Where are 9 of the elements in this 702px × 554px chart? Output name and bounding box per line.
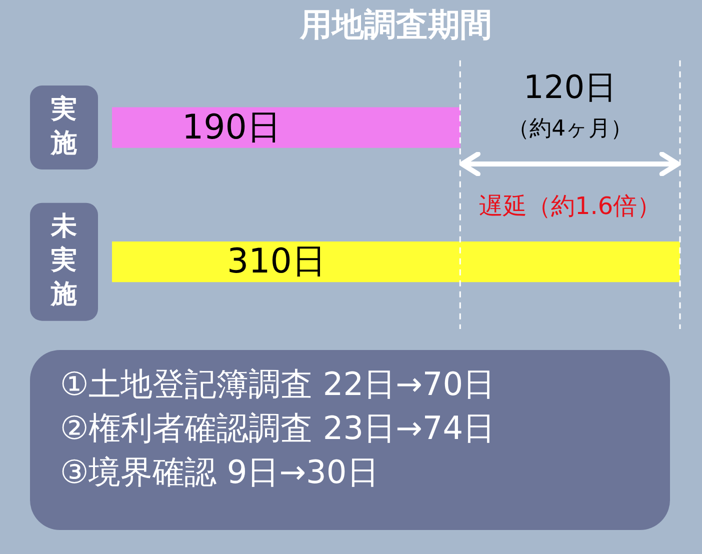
annotation: 遅延（約1.6倍） — [478, 192, 662, 220]
data-label: 190日 — [182, 107, 281, 148]
speech-bubble: ①土地登記簿調査 22日→70日 ②権利者確認調査 23日→74日 ③境界確認 9日→30日 — [30, 350, 670, 530]
y-tick-label: 未実施 — [50, 212, 77, 310]
chart-title: 用地調査期間 — [299, 6, 492, 44]
y-tick-label: 実施 — [50, 94, 77, 158]
annotation: 120日 — [524, 68, 617, 106]
annotation: （約4ヶ月） — [508, 116, 633, 142]
data-label: 310日 — [227, 242, 326, 282]
